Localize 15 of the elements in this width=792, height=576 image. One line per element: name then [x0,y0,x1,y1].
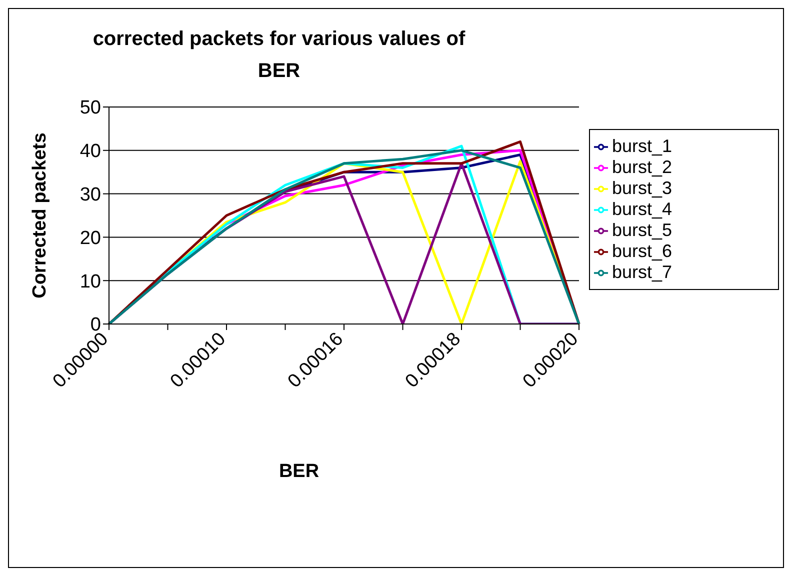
y-tick-label: 20 [80,228,101,249]
y-tick-label: 10 [80,271,101,292]
legend-label: burst_3 [612,178,672,198]
y-tick-label: 40 [80,141,101,162]
legend-label: burst_6 [612,241,672,261]
legend-label: burst_7 [612,262,672,282]
x-axis-title: BER [278,461,320,483]
legend-label: burst_5 [612,220,672,240]
y-tick-label: 30 [80,184,101,206]
y-tick-label: 50 [80,98,101,119]
legend-label: burst_4 [612,199,672,219]
legend-label: burst_1 [612,136,672,156]
chart-title: corrected packets for various values of BER [92,27,466,84]
legend-label: burst_2 [612,157,672,177]
y-axis-title: Corrected packets [30,132,51,298]
